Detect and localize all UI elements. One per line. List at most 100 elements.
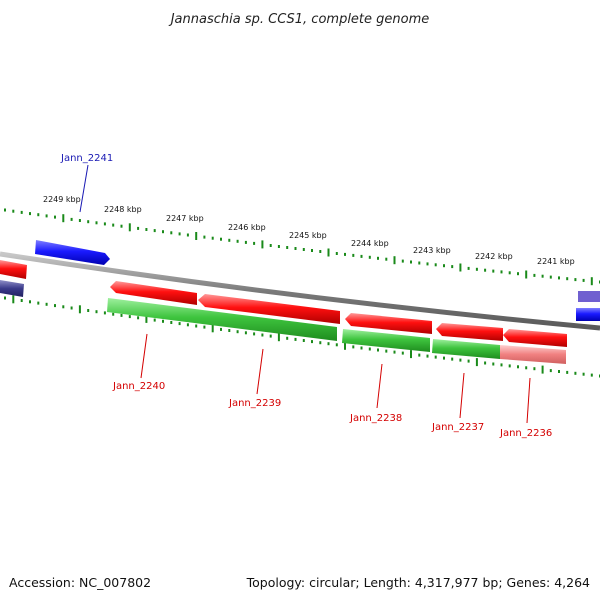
outer-tick-minor: [253, 241, 256, 245]
cds-bar-jann-2240-2239[interactable]: [107, 298, 337, 341]
inner-tick-minor: [549, 369, 552, 373]
outer-tick-minor: [29, 212, 31, 216]
outer-tick-minor: [533, 273, 536, 277]
cds-bar-jann-2238[interactable]: [342, 329, 430, 352]
inner-tick-major: [344, 341, 346, 350]
inner-tick-minor: [574, 371, 577, 375]
scale-label-2247: 2247 kbp: [166, 214, 204, 223]
inner-tick-minor: [54, 304, 56, 308]
gene-label-jann-2240[interactable]: Jann_2240: [112, 381, 165, 392]
outer-tick-minor: [112, 223, 115, 227]
outer-tick-minor: [12, 209, 15, 213]
gene-arrow-jann-2239[interactable]: [198, 294, 340, 324]
scale-labels: 2249 kbp 2248 kbp 2247 kbp 2246 kbp 2245…: [43, 195, 575, 266]
inner-tick-minor: [162, 319, 164, 323]
outer-tick-major: [525, 270, 528, 279]
cds-track: [107, 298, 566, 364]
inner-tick-minor: [62, 305, 65, 309]
inner-tick-minor: [87, 309, 90, 312]
outer-tick-minor: [286, 246, 289, 249]
cds-bar-jann-2236[interactable]: [500, 345, 566, 364]
gene-arrow-jann-2240[interactable]: [110, 281, 197, 305]
leader-line-jann-2240: [140, 333, 148, 379]
outer-tick-minor: [319, 250, 322, 253]
outer-tick-minor: [78, 219, 81, 222]
gene-arrow-jann-2241[interactable]: [35, 240, 110, 265]
outer-tick-minor: [170, 231, 173, 235]
inner-tick-minor: [20, 299, 23, 302]
outer-tick-minor: [335, 252, 338, 255]
leader-line-jann-2238: [376, 363, 383, 409]
gene-label-jann-2238[interactable]: Jann_2238: [349, 413, 402, 424]
outer-tick-minor: [103, 222, 106, 226]
inner-tick-minor: [335, 343, 338, 347]
inner-tick-minor: [434, 355, 437, 359]
outer-tick-minor: [377, 256, 379, 260]
outer-tick-minor: [418, 261, 421, 265]
gene-label-jann-2239[interactable]: Jann_2239: [228, 398, 281, 409]
outer-tick-minor: [45, 214, 48, 218]
outer-tick-minor: [344, 252, 346, 256]
outer-tick-minor: [467, 266, 470, 270]
outer-tick-minor: [162, 230, 164, 234]
inner-tick-minor: [120, 313, 123, 317]
gene-arrow-jann-2238[interactable]: [345, 313, 432, 334]
outer-tick-minor: [277, 245, 280, 248]
inner-tick-minor: [170, 321, 173, 324]
outer-tick-minor: [566, 277, 569, 281]
gene-label-jann-2241[interactable]: Jann_2241: [60, 153, 113, 164]
outer-tick-minor: [410, 260, 412, 264]
inner-tick-minor: [492, 362, 495, 366]
inner-tick-minor: [385, 349, 388, 353]
gene-arrow-jann-2237[interactable]: [436, 323, 503, 341]
gene-label-jann-2236[interactable]: Jann_2236: [499, 428, 552, 439]
inner-tick-minor: [327, 342, 330, 346]
inner-tick-minor: [418, 353, 421, 357]
inner-tick-minor: [153, 318, 156, 322]
inner-tick-minor: [269, 334, 272, 338]
topology-text: Topology: circular; Length: 4,317,977 bp…: [246, 575, 590, 590]
outer-tick-minor: [574, 278, 577, 282]
outer-tick-minor: [311, 249, 313, 252]
inner-tick-minor: [294, 337, 297, 341]
inner-tick-minor: [459, 358, 462, 362]
inner-tick-minor: [302, 339, 305, 342]
outer-tick-minor: [434, 263, 437, 267]
inner-tick-minor: [533, 367, 536, 371]
outer-tick-minor: [475, 267, 478, 271]
gene-arrow-jann-2236[interactable]: [503, 329, 567, 347]
outer-tick-minor: [37, 213, 40, 217]
outer-tick-minor: [186, 233, 189, 237]
outer-tick-minor: [236, 239, 239, 243]
gene-label-jann-2237[interactable]: Jann_2237: [431, 422, 484, 433]
outer-tick-major: [327, 248, 330, 257]
scale-label-2244: 2244 kbp: [351, 239, 389, 248]
gene-fragment-left-reverse[interactable]: [0, 260, 27, 279]
inner-tick-major: [211, 324, 214, 333]
cds-bar-jann-2237[interactable]: [432, 339, 500, 359]
inner-tick-minor: [95, 310, 98, 314]
gene-fragment-left-dark[interactable]: [0, 280, 24, 297]
inner-tick-minor: [195, 324, 198, 328]
outer-tick-major: [195, 232, 198, 240]
inner-tick-minor: [178, 322, 181, 326]
inner-tick-minor: [103, 311, 106, 315]
outer-tick-minor: [368, 255, 371, 259]
outer-tick-minor: [178, 232, 181, 236]
outer-tick-minor: [451, 265, 454, 269]
outer-tick-minor: [244, 240, 247, 244]
outer-tick-minor: [484, 268, 487, 272]
gene-fragment-right-forward[interactable]: [578, 291, 600, 302]
inner-tick-minor: [500, 363, 503, 367]
outer-tick-minor: [492, 269, 495, 273]
outer-tick-minor: [517, 272, 519, 276]
leader-line-jann-2239: [256, 348, 264, 395]
outer-tick-minor: [228, 238, 231, 242]
inner-tick-minor: [467, 359, 470, 363]
gene-fragment-right-forward-2[interactable]: [576, 308, 600, 321]
inner-tick-minor: [525, 366, 528, 370]
inner-tick-minor: [45, 302, 48, 306]
inner-tick-minor: [582, 372, 585, 376]
outer-tick-minor: [120, 224, 123, 228]
